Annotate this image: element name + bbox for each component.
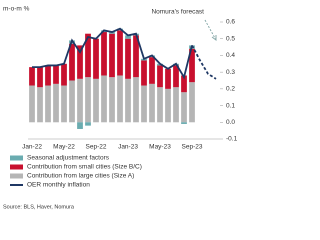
bar: [61, 63, 67, 86]
bar: [85, 33, 91, 78]
x-tick-label: Jan-22: [22, 144, 42, 151]
bar: [133, 77, 139, 123]
chart: m-o-m % Source: BLS, Haver, Nomura -0.1 0…: [3, 6, 238, 211]
bar: [157, 87, 163, 123]
bar: [77, 122, 83, 129]
bar: [69, 43, 75, 81]
y-tick-label: 0.5: [226, 35, 235, 42]
bar: [125, 78, 131, 123]
source: Source: BLS, Haver, Nomura: [3, 204, 75, 210]
bar: [85, 77, 91, 123]
y-tick-label: 0.1: [226, 102, 235, 109]
legend-swatch: [10, 155, 23, 161]
bar: [69, 80, 75, 123]
x-tick-label: Sep-22: [86, 144, 107, 151]
bar: [101, 75, 107, 123]
bar: [85, 122, 91, 126]
bar: [109, 77, 115, 123]
legend-label: OER monthly inflation: [27, 182, 90, 189]
bar: [157, 65, 163, 88]
bar: [37, 87, 43, 123]
y-tick-label: 0.0: [226, 119, 235, 126]
legend-label: Contribution from small cities (Size B/C…: [27, 164, 142, 171]
bar: [53, 83, 59, 123]
bar: [181, 122, 187, 124]
legend-label: Seasonal adjustment factors: [27, 155, 110, 162]
x-tick-label: Sep-23: [182, 144, 203, 151]
bar: [149, 57, 155, 84]
bar: [117, 75, 123, 123]
bar: [29, 85, 35, 123]
bar: [61, 85, 67, 123]
bar: [77, 45, 83, 79]
y-tick-label: 0.6: [226, 19, 235, 26]
bar: [101, 32, 107, 76]
bar: [45, 65, 51, 86]
bar: [189, 82, 195, 123]
bar: [149, 83, 155, 123]
bar: [165, 88, 171, 123]
bar: [53, 65, 59, 84]
legend-swatch: [10, 164, 23, 170]
bar: [117, 30, 123, 76]
legend-swatch: [10, 173, 23, 179]
annotation: Nomura's forecast: [151, 9, 204, 16]
bar: [133, 35, 139, 78]
forecast-arrow: [204, 19, 217, 41]
bar: [141, 60, 147, 86]
bar: [173, 87, 179, 123]
legend-label: Contribution from large cities (Size A): [27, 173, 134, 180]
bar: [45, 85, 51, 123]
bar: [181, 75, 187, 93]
bar: [125, 38, 131, 79]
bar: [173, 65, 179, 88]
bar: [29, 67, 35, 86]
y-tick-label: 0.3: [226, 69, 235, 76]
bar: [189, 48, 195, 83]
bar: [125, 35, 131, 39]
forecast-arrowhead: [211, 35, 217, 41]
bar: [77, 78, 83, 123]
bar: [181, 92, 187, 123]
x-tick-label: May-22: [53, 144, 75, 151]
x-tick-label: Jan-23: [118, 144, 138, 151]
y-tick-label: 0.2: [226, 86, 235, 93]
x-tick-label: May-23: [149, 144, 171, 151]
bar: [141, 85, 147, 123]
y-tick-label: 0.4: [226, 52, 235, 59]
line: [32, 27, 193, 80]
bar: [93, 78, 99, 123]
bar: [37, 67, 43, 88]
y-axis-label: m-o-m %: [3, 6, 30, 13]
y-tick-label: -0.1: [226, 136, 238, 143]
bar: [109, 33, 115, 78]
bar: [93, 38, 99, 79]
forecast-line: [191, 44, 217, 80]
bar: [165, 68, 171, 89]
